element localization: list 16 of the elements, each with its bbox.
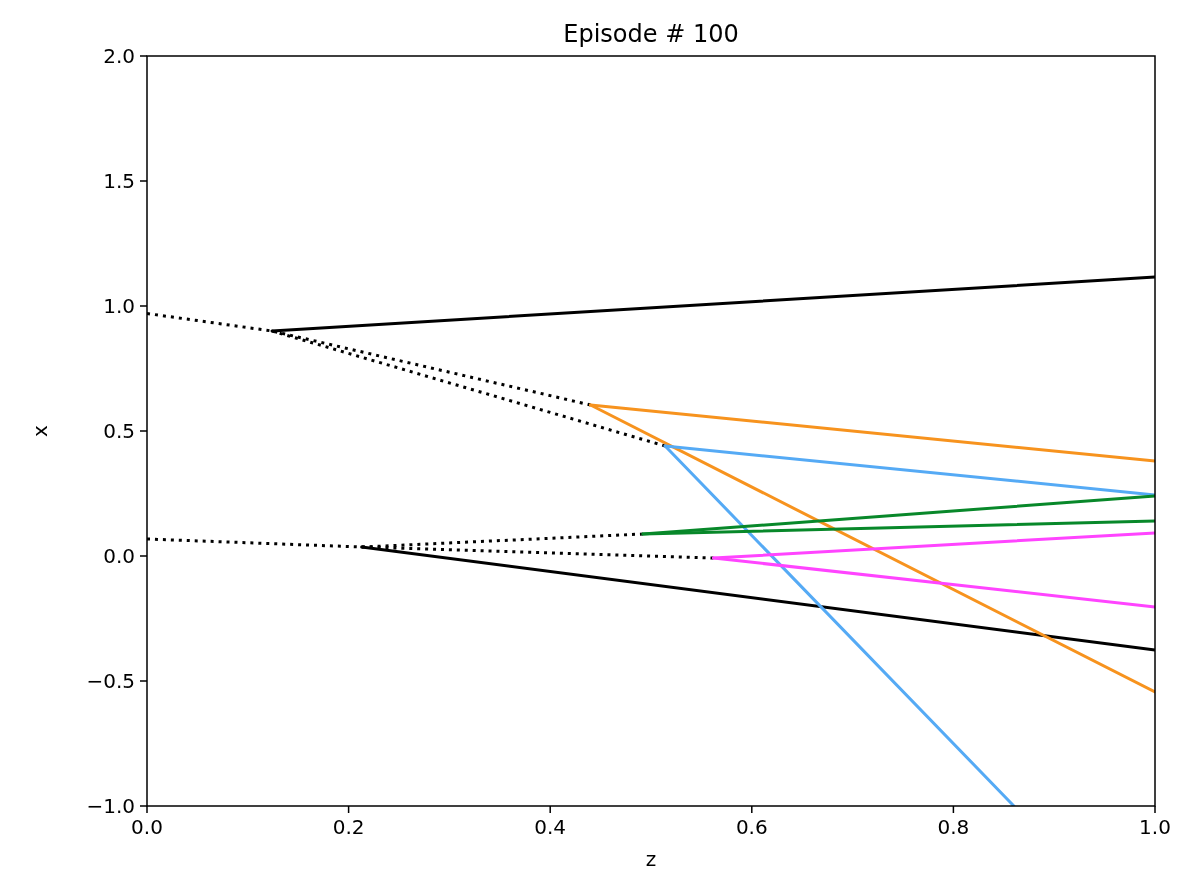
y-tick-label: 1.0 — [103, 294, 135, 318]
y-axis-title: x — [28, 424, 52, 437]
y-tick-label: 2.0 — [103, 44, 135, 68]
y-tick-label: 0.5 — [103, 419, 135, 443]
x-tick-label: 0.4 — [534, 815, 567, 839]
x-tick-label: 0.6 — [735, 815, 768, 839]
y-tick-label: 0.0 — [103, 544, 135, 568]
x-axis-title: z — [645, 847, 657, 871]
x-tick-label: 0.0 — [131, 815, 163, 839]
y-tick-label: −0.5 — [86, 669, 135, 693]
x-tick-label: 1.0 — [1139, 815, 1171, 839]
chart-title: Episode # 100 — [563, 20, 739, 48]
x-tick-label: 0.8 — [937, 815, 970, 839]
y-tick-label: −1.0 — [86, 794, 135, 818]
y-tick-label: 1.5 — [103, 169, 135, 193]
x-tick-label: 0.2 — [332, 815, 365, 839]
